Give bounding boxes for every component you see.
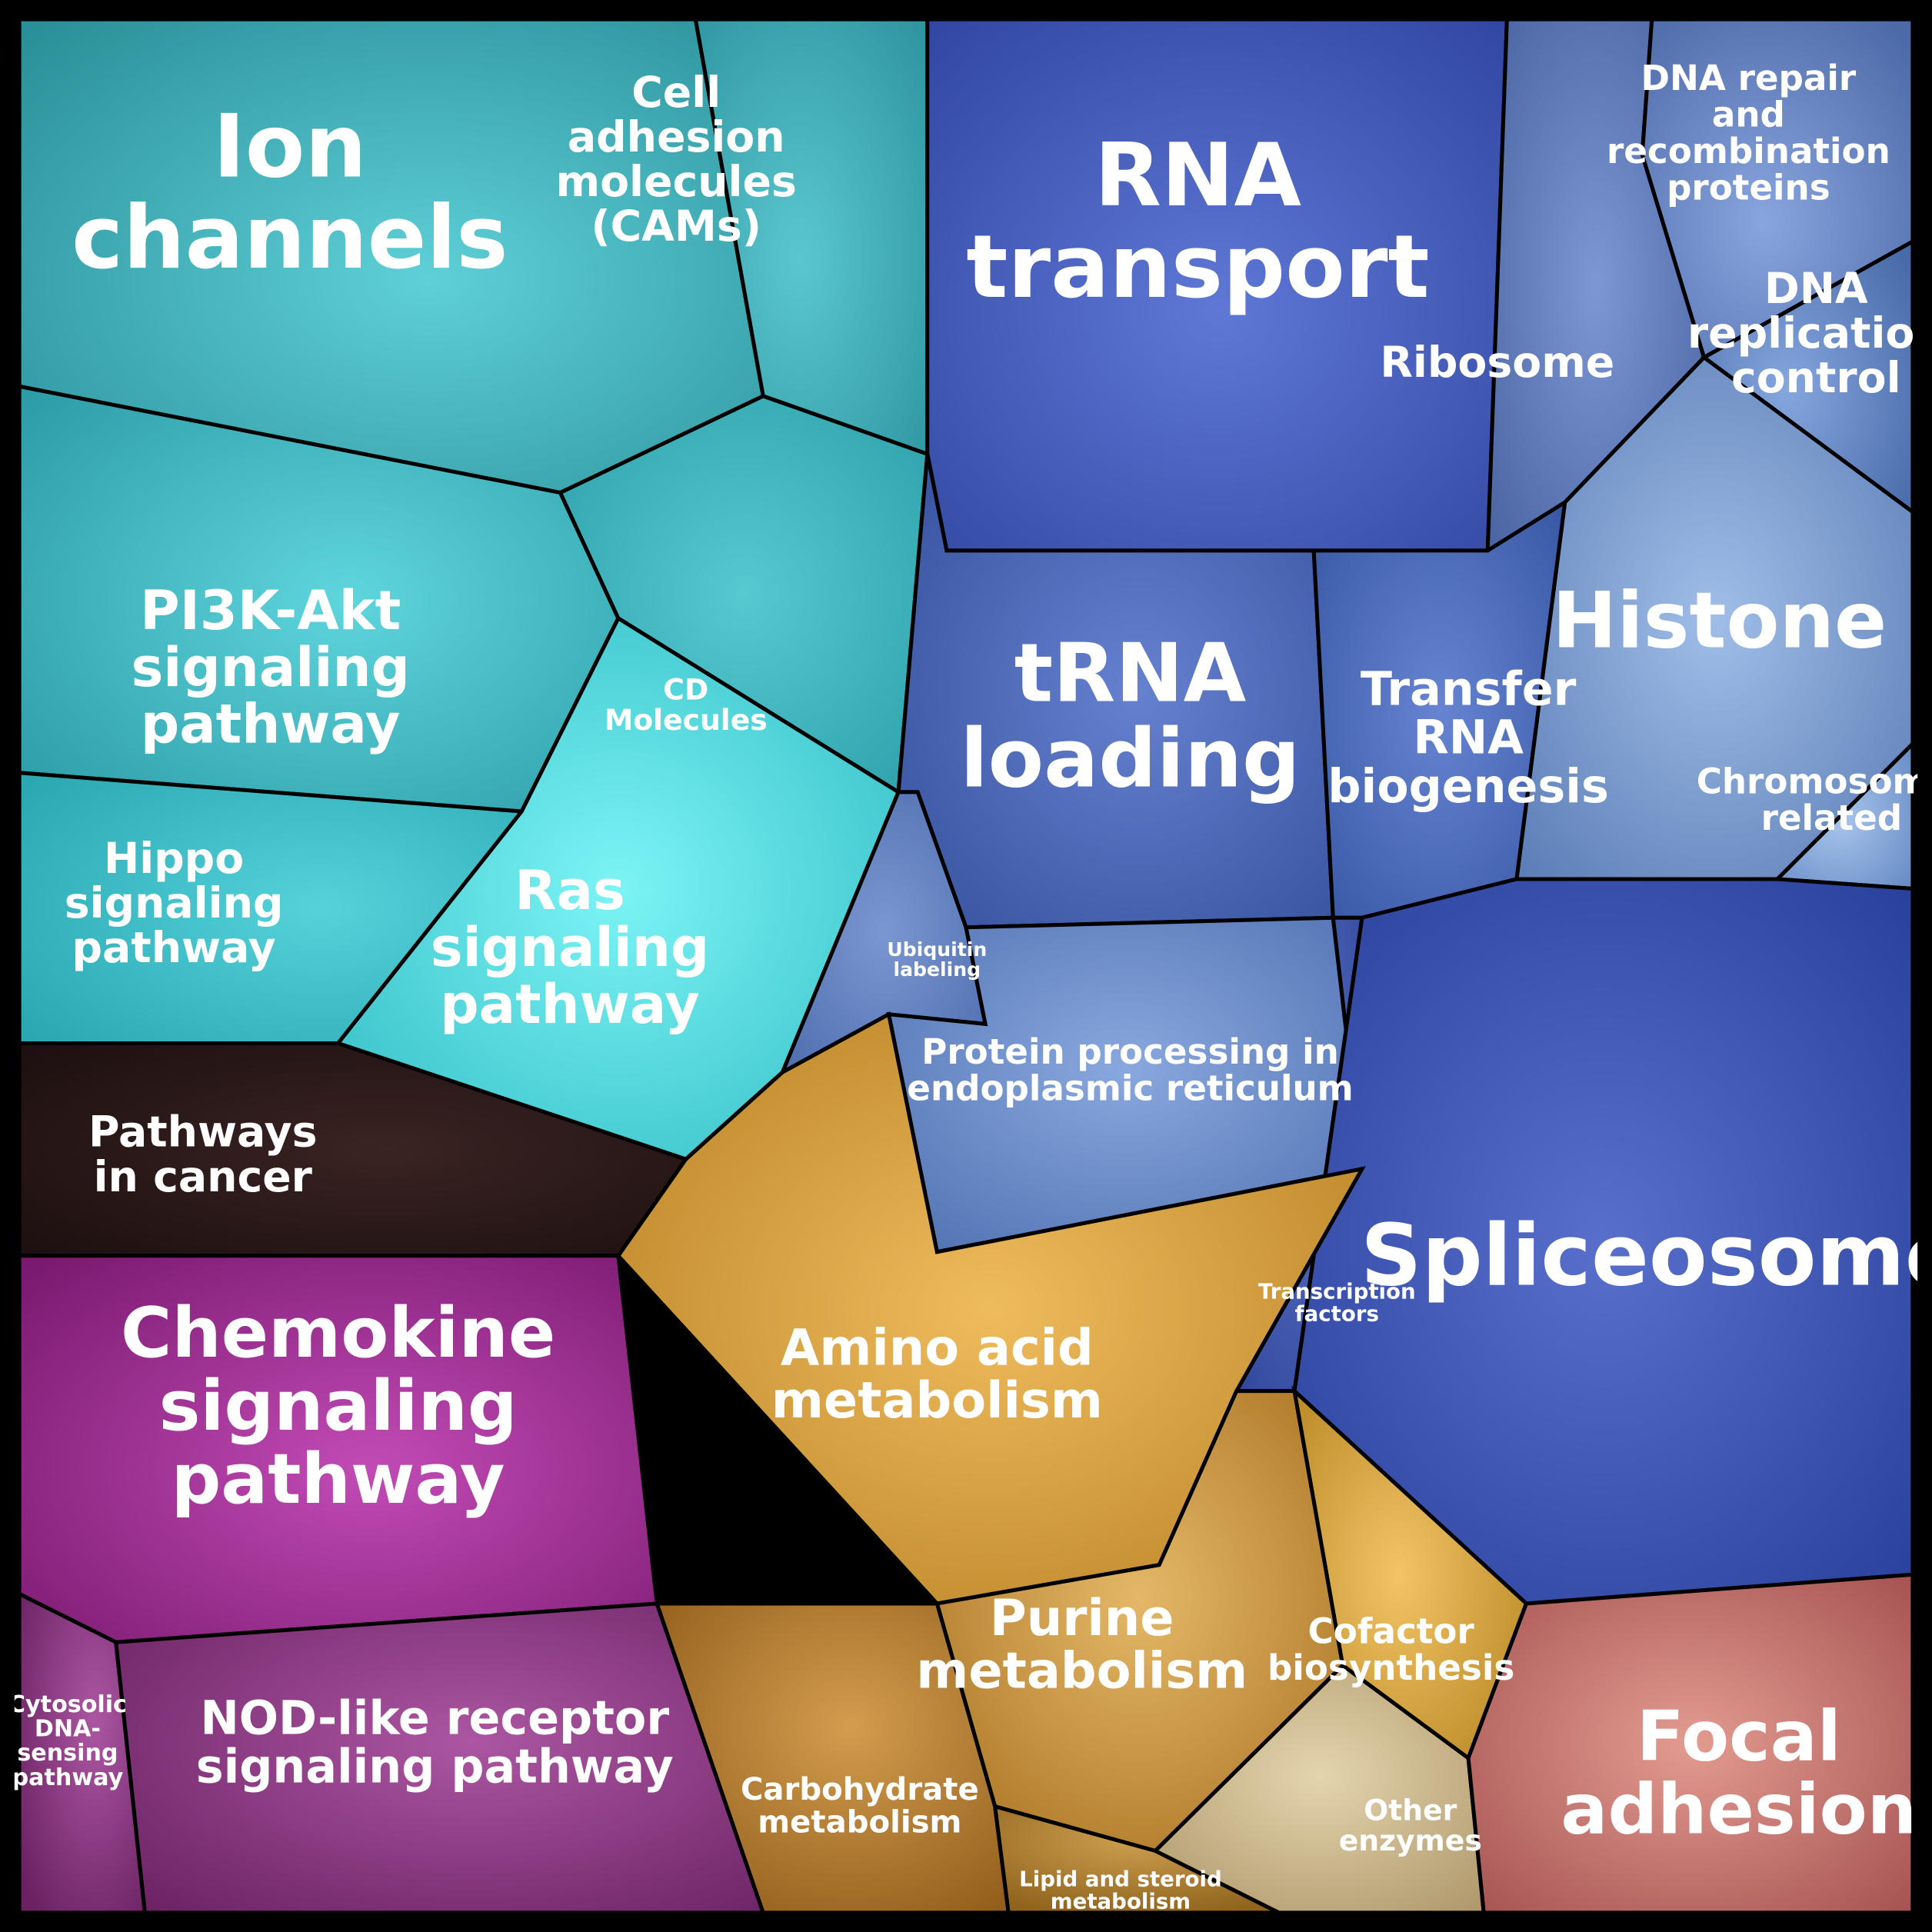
- label-protein-processing: Protein processing inendoplasmic reticul…: [907, 1031, 1353, 1108]
- label-pathways-cancer: Pathwaysin cancer: [88, 1108, 318, 1202]
- label-chemokine: Chemokinesignalingpathway: [121, 1293, 555, 1520]
- label-ubiquitin: Ubiquitinlabeling: [887, 938, 987, 981]
- label-carbohydrate: Carbohydratemetabolism: [741, 1772, 979, 1840]
- label-ribosome: Ribosome: [1380, 338, 1614, 388]
- label-nod-like: NOD-like receptorsignaling pathway: [196, 1691, 674, 1794]
- label-cytosolic-dna: CytosolicDNA-sensingpathway: [8, 1691, 127, 1791]
- label-spliceosome: Spliceosome: [1361, 1206, 1932, 1305]
- label-histone: Histone: [1552, 576, 1887, 666]
- voronoi-treemap: IonchannelsCelladhesionmolecules(CAMs)PI…: [0, 0, 1932, 1932]
- label-pi3k-akt: PI3K-Aktsignalingpathway: [131, 579, 409, 756]
- label-amino-acid: Amino acidmetabolism: [771, 1318, 1103, 1430]
